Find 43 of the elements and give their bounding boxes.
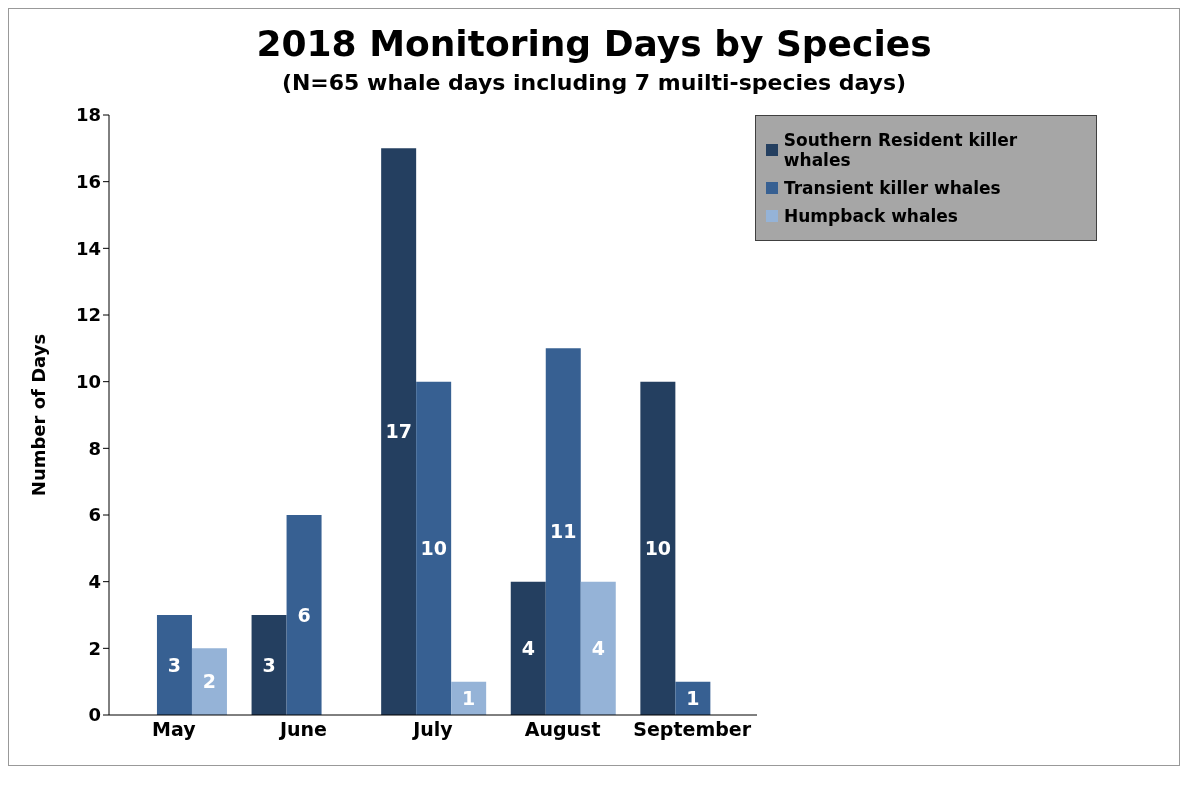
y-tick-label: 12 [75,304,101,326]
y-tick-label: 4 [88,571,101,593]
y-tick-label: 0 [88,704,101,726]
x-tick-label: September [633,718,752,741]
bar [191,648,227,715]
y-tick-label: 2 [88,637,101,659]
data-label: 4 [591,637,605,660]
legend-label: Southern Resident killer whales [783,130,1019,170]
y-tick-label: 18 [75,104,101,126]
x-tick-label: July [411,718,454,741]
data-label: 2 [202,670,217,693]
bar [251,615,287,715]
y-axis-title: Number of Days [28,333,50,497]
bar [156,615,192,715]
y-tick-label: 16 [75,171,101,193]
bar [640,381,676,715]
data-label: 17 [385,420,412,443]
chart-subtitle: (N=65 whale days including 7 muilti-species days) [280,70,908,95]
data-label: 6 [297,603,311,626]
legend-label: Transient killer whales [784,178,1001,198]
data-label: 10 [420,537,447,560]
x-tick-label: June [277,718,327,741]
bar [510,581,546,715]
data-label: 3 [262,653,276,676]
bar [545,348,581,715]
chart-title: 2018 Monitoring Days by Species [255,23,933,64]
data-label: 1 [462,687,476,710]
y-tick-label: 6 [88,504,101,526]
x-tick-label: May [152,718,197,741]
y-tick-label: 10 [75,371,101,393]
data-label: 10 [644,537,672,560]
legend-label: Humpback whales [784,206,958,226]
data-label: 1 [686,687,700,710]
bar [286,515,322,715]
bar [381,148,417,715]
bar [580,581,616,715]
bar [416,381,452,715]
x-tick-label: August [524,718,601,741]
data-label: 3 [167,653,182,676]
data-label: 4 [521,637,535,660]
y-tick-label: 8 [88,437,101,459]
y-tick-label: 14 [75,237,101,259]
data-label: 11 [550,520,577,543]
